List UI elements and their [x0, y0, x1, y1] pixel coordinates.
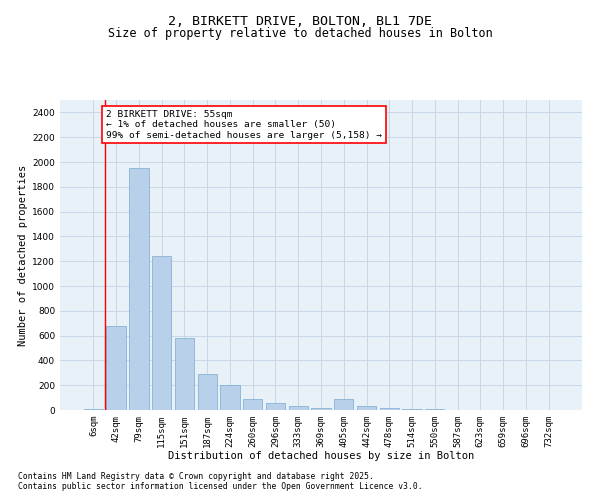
Text: 2 BIRKETT DRIVE: 55sqm
← 1% of detached houses are smaller (50)
99% of semi-deta: 2 BIRKETT DRIVE: 55sqm ← 1% of detached …	[106, 110, 382, 140]
Text: Contains public sector information licensed under the Open Government Licence v3: Contains public sector information licen…	[18, 482, 422, 491]
Bar	[175, 338, 194, 410]
Bar	[357, 406, 376, 410]
Bar	[106, 326, 126, 410]
Bar	[152, 256, 172, 410]
Bar	[243, 399, 262, 410]
X-axis label: Distribution of detached houses by size in Bolton: Distribution of detached houses by size …	[168, 452, 474, 462]
Bar	[197, 374, 217, 410]
Y-axis label: Number of detached properties: Number of detached properties	[18, 164, 28, 346]
Bar	[266, 403, 285, 410]
Bar	[129, 168, 149, 410]
Text: 2, BIRKETT DRIVE, BOLTON, BL1 7DE: 2, BIRKETT DRIVE, BOLTON, BL1 7DE	[168, 15, 432, 28]
Bar	[311, 408, 331, 410]
Bar	[380, 408, 399, 410]
Bar	[220, 385, 239, 410]
Text: Size of property relative to detached houses in Bolton: Size of property relative to detached ho…	[107, 28, 493, 40]
Text: Contains HM Land Registry data © Crown copyright and database right 2025.: Contains HM Land Registry data © Crown c…	[18, 472, 374, 481]
Bar	[334, 399, 353, 410]
Bar	[289, 406, 308, 410]
